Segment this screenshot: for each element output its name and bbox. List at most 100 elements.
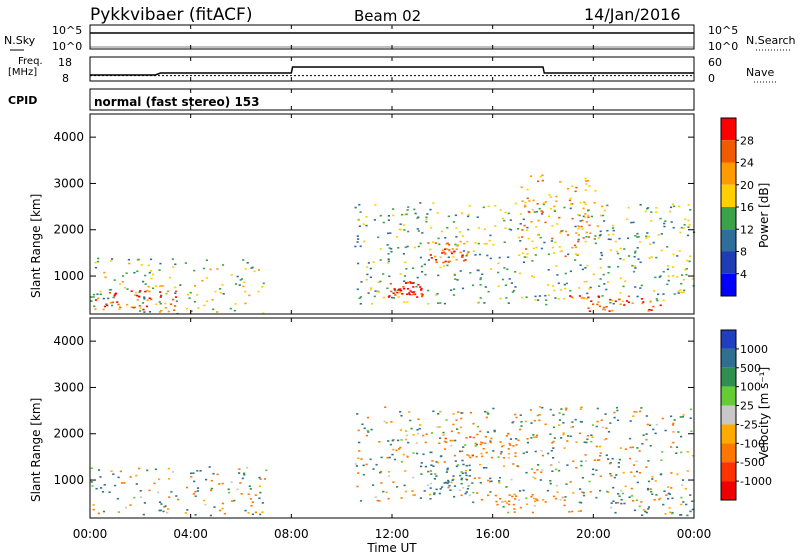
heatmap-cell [541,406,544,409]
heatmap-cell [558,412,561,414]
heatmap-cell [640,501,643,503]
heatmap-cell [536,469,539,471]
heatmap-cell [447,479,450,482]
heatmap-cell [479,430,482,433]
heatmap-cell [456,464,460,466]
heatmap-cell [116,301,119,303]
heatmap-cell [425,216,428,219]
heatmap-cell [551,246,555,249]
heatmap-cell [657,234,660,236]
heatmap-cell [574,225,577,228]
heatmap-cell [435,294,438,296]
power-colorbar-tick-label: 8 [740,246,747,259]
heatmap-cell [374,204,377,206]
freq-tick-bottom: 8 [62,72,69,85]
heatmap-cell [382,273,385,275]
heatmap-cell [584,213,587,215]
heatmap-cell [97,512,100,515]
velocity-colorbar-swatch [721,405,736,425]
heatmap-cell [646,207,649,210]
heatmap-cell [396,486,399,488]
heatmap-cell [664,429,667,432]
heatmap-cell [688,224,691,226]
heatmap-cell [537,234,540,236]
heatmap-cell [429,451,432,454]
heatmap-cell [165,292,168,295]
heatmap-cell [452,294,455,296]
heatmap-cell [684,488,687,490]
heatmap-cell [100,487,103,489]
heatmap-cell [630,221,633,224]
heatmap-cell [587,307,590,309]
heatmap-cell [511,291,514,293]
heatmap-cell [623,304,626,306]
heatmap-cell [673,419,676,421]
power-colorbar-tick-label: 20 [740,179,754,192]
velocity-colorbar-tick-label: 1000 [740,343,768,356]
heatmap-cell [634,250,637,253]
heatmap-cell [102,308,105,311]
heatmap-cell [357,238,360,240]
heatmap-cell [571,297,575,299]
heatmap-cell [471,284,475,287]
velocity-colorbar-swatch [721,348,736,368]
heatmap-cell [164,505,167,507]
heatmap-cell [609,238,612,241]
freq-series-line [90,66,694,76]
heatmap-cell [409,290,412,292]
heatmap-cell [538,419,541,422]
heatmap-cell [554,241,557,243]
heatmap-cell [614,511,617,514]
heatmap-cell [553,289,556,292]
heatmap-cell [578,287,581,289]
heatmap-cell [249,488,252,490]
heatmap-cell [572,492,575,494]
velocity-colorbar-tick-label: -1000 [740,475,772,488]
heatmap-cell [580,406,583,409]
heatmap-cell [433,478,436,480]
heatmap-cell [569,289,572,292]
heatmap-cell [422,453,425,456]
nave-tick-bottom: 0 [708,72,715,85]
heatmap-cell [472,250,475,253]
heatmap-cell [148,489,151,492]
heatmap-cell [194,495,197,497]
heatmap-cell [563,297,566,300]
heatmap-cell [485,466,488,469]
heatmap-cell [675,446,679,448]
heatmap-cell [557,282,560,285]
heatmap-cell [599,267,602,269]
heatmap-cell [400,461,403,463]
heatmap-cell [129,504,132,506]
heatmap-cell [577,234,580,236]
heatmap-cell [639,204,642,206]
heatmap-cell [560,408,563,410]
heatmap-cell [493,429,496,432]
heatmap-cell [167,290,170,292]
heatmap-cell [568,511,571,513]
heatmap-cell [385,421,388,424]
heatmap-cell [509,219,512,221]
heatmap-cell [501,445,504,448]
heatmap-cell [529,409,532,411]
heatmap-cell [387,262,390,264]
heatmap-cell [236,275,239,278]
heatmap-cell [508,278,511,280]
heatmap-cell [610,502,613,504]
heatmap-cell [190,310,193,312]
heatmap-cell [482,206,485,209]
heatmap-cell [386,244,389,246]
heatmap-cell [523,224,526,227]
heatmap-cell [584,460,587,462]
heatmap-cell [514,202,517,205]
power-colorbar-swatch [721,251,736,274]
heatmap-cell [640,407,643,409]
heatmap-cell [525,503,529,505]
heatmap-cell [597,301,600,303]
heatmap-cell [429,482,433,485]
heatmap-cell [97,257,100,260]
heatmap-cell [401,293,404,295]
heatmap-cell [538,406,542,408]
heatmap-cell [627,295,630,298]
